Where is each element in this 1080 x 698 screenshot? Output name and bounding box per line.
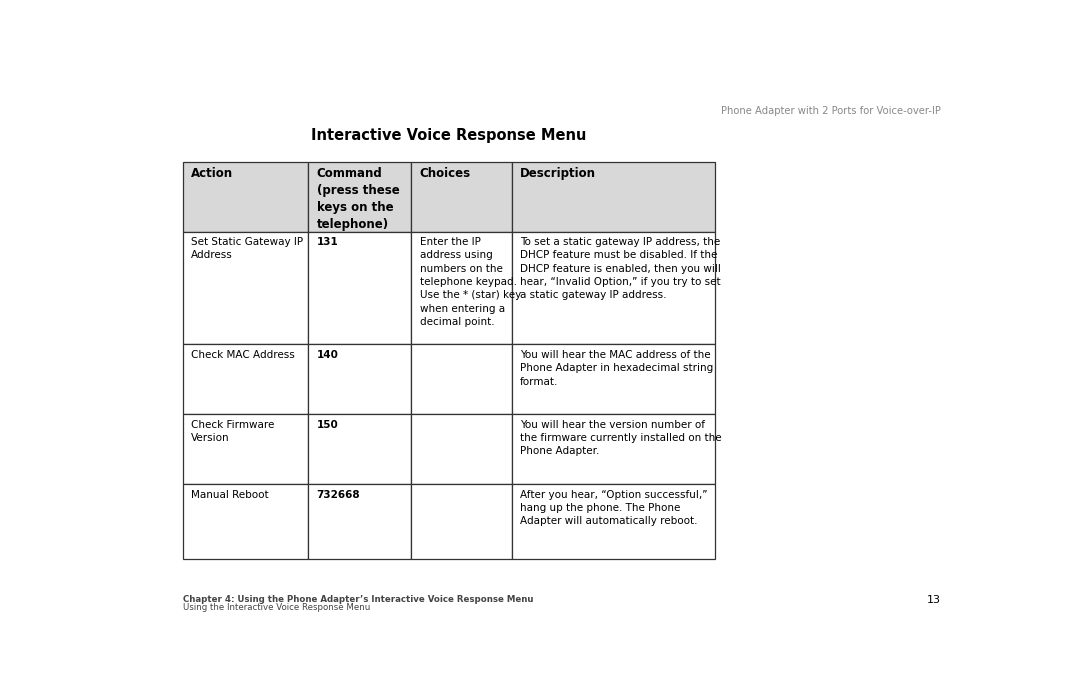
Bar xyxy=(308,484,411,559)
Text: Interactive Voice Response Menu: Interactive Voice Response Menu xyxy=(311,128,586,143)
Bar xyxy=(411,484,512,559)
Bar xyxy=(183,232,308,344)
Bar xyxy=(411,162,512,232)
Text: 140: 140 xyxy=(316,350,338,359)
Text: Action: Action xyxy=(191,167,233,180)
Bar xyxy=(512,344,715,415)
Bar xyxy=(512,162,715,232)
Text: To set a static gateway IP address, the
DHCP feature must be disabled. If the
DH: To set a static gateway IP address, the … xyxy=(521,237,720,300)
Text: Using the Interactive Voice Response Menu: Using the Interactive Voice Response Men… xyxy=(183,604,370,612)
Bar xyxy=(183,484,308,559)
Bar xyxy=(308,344,411,415)
Bar xyxy=(411,344,512,415)
Bar xyxy=(512,232,715,344)
Bar xyxy=(183,344,308,415)
Bar xyxy=(512,484,715,559)
Text: Manual Reboot: Manual Reboot xyxy=(191,489,269,500)
Text: Set Static Gateway IP
Address: Set Static Gateway IP Address xyxy=(191,237,303,260)
Bar xyxy=(308,162,411,232)
Text: Check Firmware
Version: Check Firmware Version xyxy=(191,419,274,443)
Bar xyxy=(411,232,512,344)
Text: Command
(press these
keys on the
telephone): Command (press these keys on the telepho… xyxy=(316,167,400,231)
Text: Choices: Choices xyxy=(420,167,471,180)
Bar xyxy=(308,415,411,484)
Bar xyxy=(512,415,715,484)
Text: After you hear, “Option successful,”
hang up the phone. The Phone
Adapter will a: After you hear, “Option successful,” han… xyxy=(521,489,707,526)
Bar xyxy=(308,232,411,344)
Text: 732668: 732668 xyxy=(316,489,361,500)
Text: Phone Adapter with 2 Ports for Voice-over-IP: Phone Adapter with 2 Ports for Voice-ove… xyxy=(721,106,941,117)
Text: Chapter 4: Using the Phone Adapter’s Interactive Voice Response Menu: Chapter 4: Using the Phone Adapter’s Int… xyxy=(183,595,534,604)
Text: Check MAC Address: Check MAC Address xyxy=(191,350,295,359)
Bar xyxy=(183,415,308,484)
Bar xyxy=(183,162,308,232)
Text: Enter the IP
address using
numbers on the
telephone keypad.
Use the * (star) key: Enter the IP address using numbers on th… xyxy=(420,237,521,327)
Text: 150: 150 xyxy=(316,419,338,430)
Bar xyxy=(411,415,512,484)
Text: 131: 131 xyxy=(316,237,338,247)
Text: 13: 13 xyxy=(927,595,941,605)
Text: You will hear the version number of
the firmware currently installed on the
Phon: You will hear the version number of the … xyxy=(521,419,721,456)
Text: Description: Description xyxy=(521,167,596,180)
Text: You will hear the MAC address of the
Phone Adapter in hexadecimal string
format.: You will hear the MAC address of the Pho… xyxy=(521,350,713,387)
